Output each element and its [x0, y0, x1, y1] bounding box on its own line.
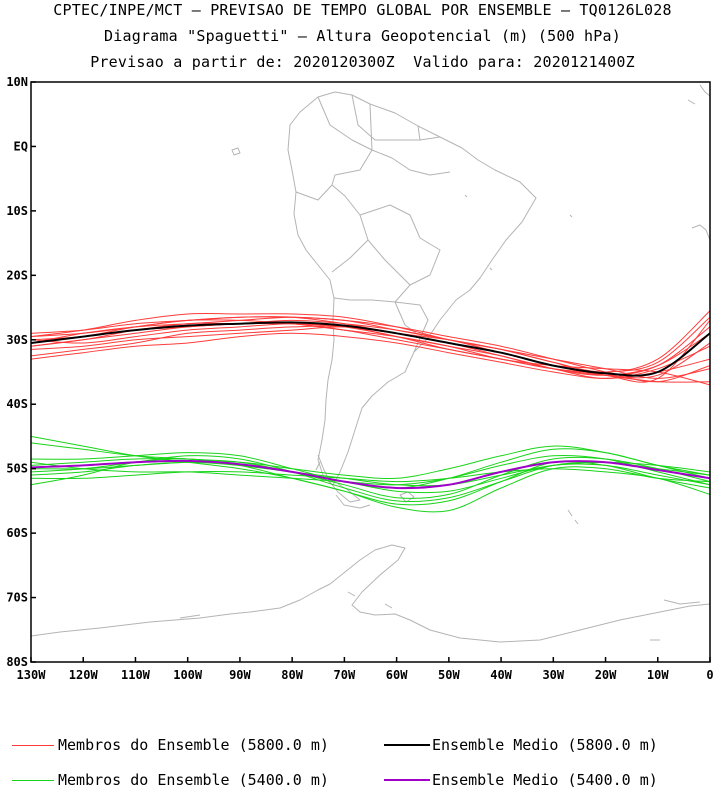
member-5400-line-8: [31, 445, 710, 480]
y-tick-label: 80S: [6, 655, 28, 669]
member-5400-line-1: [31, 435, 710, 506]
south-georgia: [567, 509, 579, 525]
x-tick-label: 70W: [334, 668, 356, 682]
plot-frame: [30, 81, 711, 663]
y-tick-label: 60S: [6, 526, 28, 540]
x-tick-label: 30W: [542, 668, 564, 682]
legend-label-mean-5400: Ensemble Medio (5400.0 m): [432, 771, 658, 789]
x-tick-label: 40W: [490, 668, 512, 682]
chart-title: Diagrama "Spaguetti" — Altura Geopotenci…: [104, 27, 621, 45]
x-tick-label: 90W: [229, 668, 251, 682]
galapagos: [231, 147, 241, 156]
member-5400-line-9: [31, 468, 710, 495]
south-america-outline: [287, 91, 537, 486]
falkland-islands: [399, 491, 415, 503]
legend-swatch-members-5400: [12, 780, 54, 781]
y-tick-label: 10S: [6, 204, 28, 218]
x-tick-label: 120W: [69, 668, 99, 682]
antarctica-outline: [31, 544, 710, 643]
legend-label-members-5400: Membros do Ensemble (5400.0 m): [58, 771, 329, 789]
chart-title-source: CPTEC/INPE/MCT — PREVISAO DE TEMPO GLOBA…: [53, 1, 672, 19]
y-tick-label: 30S: [6, 333, 28, 347]
member-5800-line-12: [31, 316, 710, 373]
x-tick-label: 20W: [595, 668, 617, 682]
y-tick-label: EQ: [14, 139, 28, 153]
y-tick-label: 10N: [6, 75, 28, 89]
x-tick-label: 60W: [386, 668, 408, 682]
x-tick-label: 0: [706, 668, 713, 682]
africa-outline: [650, 84, 710, 641]
legend-swatch-mean-5400: [384, 779, 430, 781]
ensemble-mean-5800-line: [31, 321, 710, 377]
member-5800-line-6: [31, 313, 710, 379]
legend-label-members-5800: Membros do Ensemble (5800.0 m): [58, 736, 329, 754]
y-tick-label: 70S: [6, 591, 28, 605]
x-tick-label: 50W: [438, 668, 460, 682]
x-tick-label: 130W: [17, 668, 47, 682]
x-tick-label: 110W: [121, 668, 151, 682]
tierra-del-fuego: [315, 454, 371, 509]
legend-swatch-mean-5800: [384, 744, 430, 746]
x-tick-label: 80W: [281, 668, 303, 682]
coastline-map: [31, 84, 710, 643]
y-tick-label: 20S: [6, 268, 28, 282]
ensemble-mean-5400-line: [31, 459, 710, 490]
member-5400-line-2: [31, 442, 710, 499]
member-5800-line-10: [31, 323, 710, 379]
y-tick-label: 50S: [6, 462, 28, 476]
atlantic-islands: [464, 194, 573, 271]
axes: 130W 120W 110W 100W 90W 80W 70W 60W 50W 40W 30W 20W…: [6, 75, 713, 682]
contour-layer: [31, 310, 710, 513]
x-tick-label: 10W: [647, 668, 669, 682]
legend-label-mean-5800: Ensemble Medio (5800.0 m): [432, 736, 658, 754]
legend-swatch-members-5800: [12, 745, 54, 746]
country-borders: [295, 94, 451, 353]
x-tick-label: 100W: [173, 668, 203, 682]
y-tick-label: 40S: [6, 397, 28, 411]
member-5400-line-7: [31, 454, 710, 486]
member-5800-line-1: [31, 310, 710, 373]
antarctic-islands: [179, 591, 701, 619]
member-5800-line-11: [31, 316, 710, 383]
chart-title-validity: Previsao a partir de: 2020120300Z Valido…: [90, 53, 635, 71]
